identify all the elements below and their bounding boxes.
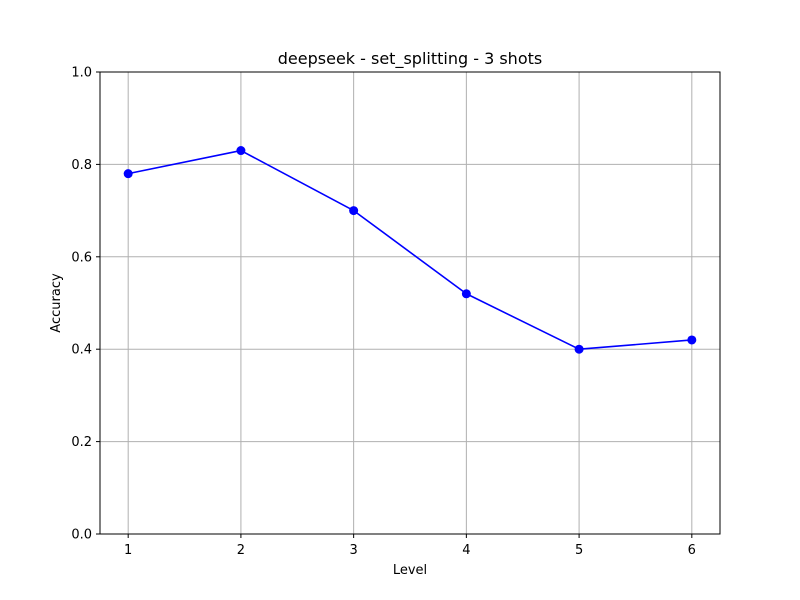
x-tick-label: 4 bbox=[462, 543, 470, 558]
y-axis-title: Accuracy bbox=[49, 273, 64, 333]
tick-layer: 1 2 3 4 5 6 0.0 0.2 0.4 0.6 0.8 1.0 bbox=[71, 66, 696, 559]
x-tick-label: 2 bbox=[237, 543, 245, 558]
plot-frame bbox=[99, 71, 721, 535]
series-layer bbox=[123, 146, 697, 354]
y-tick-label: 1.0 bbox=[71, 66, 92, 81]
data-point bbox=[461, 289, 471, 299]
x-tick-label: 1 bbox=[124, 543, 132, 558]
data-point bbox=[349, 206, 359, 216]
data-point bbox=[123, 169, 133, 179]
x-tick-label: 3 bbox=[349, 543, 357, 558]
data-point bbox=[236, 146, 246, 156]
x-tick-label: 5 bbox=[575, 543, 583, 558]
x-axis-title: Level bbox=[393, 563, 427, 578]
y-tick-label: 0.6 bbox=[71, 250, 92, 265]
data-point bbox=[687, 335, 697, 345]
y-tick-label: 0.8 bbox=[71, 158, 92, 173]
y-tick-label: 0.2 bbox=[71, 435, 92, 450]
series-line bbox=[128, 149, 692, 351]
y-tick-label: 0.4 bbox=[71, 343, 92, 358]
x-tick-label: 6 bbox=[688, 543, 696, 558]
chart-title: deepseek - set_splitting - 3 shots bbox=[278, 49, 542, 69]
y-tick-label: 0.0 bbox=[71, 528, 92, 543]
data-point bbox=[574, 344, 584, 354]
